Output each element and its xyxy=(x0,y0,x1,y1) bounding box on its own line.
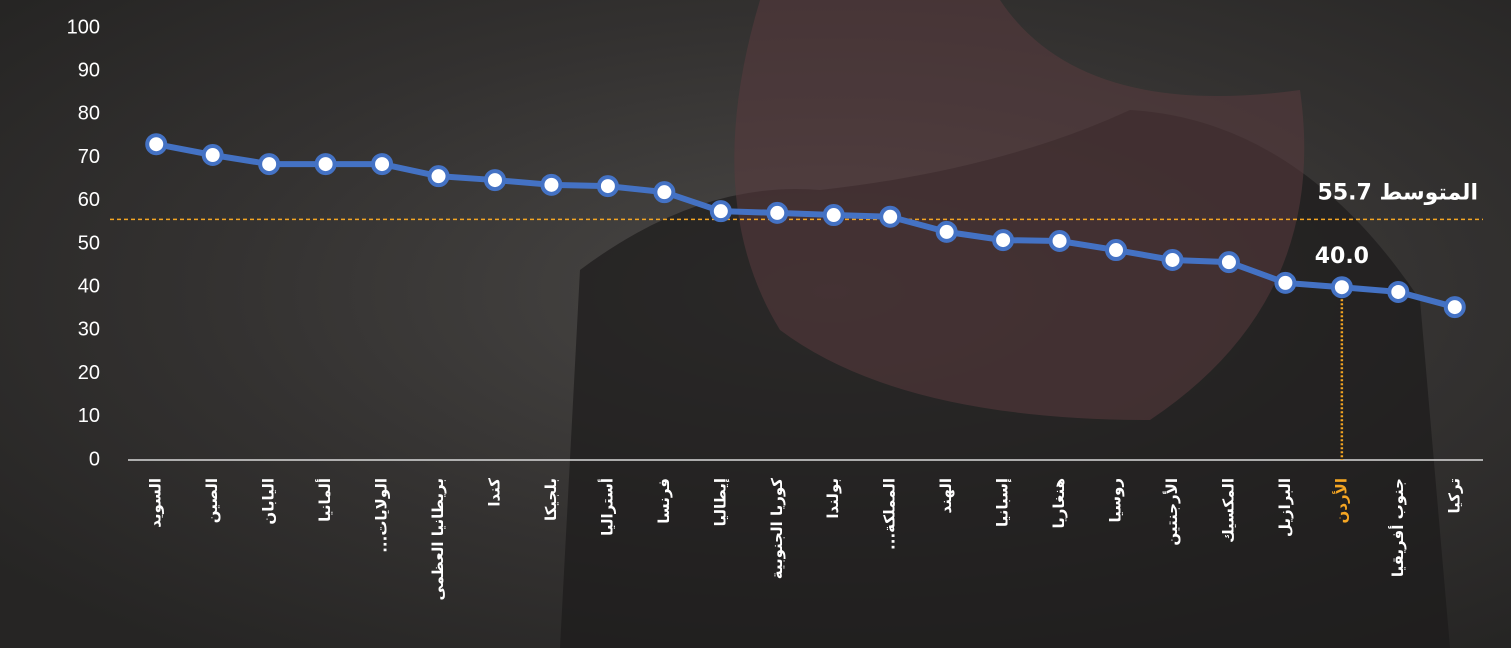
x-tick-label: هنغاريا xyxy=(1050,478,1068,529)
y-tick-label: 20 xyxy=(78,362,100,384)
x-tick-label: الأردن xyxy=(1332,478,1350,523)
x-tick-label: جنوب أفريقيا xyxy=(1388,478,1407,577)
data-point xyxy=(1048,229,1071,252)
average-label: المتوسط 55.7 xyxy=(1318,180,1478,205)
x-tick-label: إسبانيا xyxy=(994,478,1012,527)
x-tick-label: ألمانيا xyxy=(315,478,334,522)
x-tick-label: كوريا الجنوبية xyxy=(768,478,786,579)
y-tick-label: 30 xyxy=(78,319,100,341)
data-point xyxy=(483,169,506,192)
data-point xyxy=(935,220,958,243)
y-tick-label: 70 xyxy=(78,146,100,168)
x-tick-label: الهند xyxy=(937,478,955,513)
data-point xyxy=(596,175,619,198)
data-point xyxy=(1387,280,1410,303)
data-point xyxy=(201,144,224,167)
x-tick-label: البرازيل xyxy=(1276,478,1294,537)
y-tick-label: 40 xyxy=(78,275,100,297)
y-tick-label: 0 xyxy=(89,448,100,470)
y-tick-label: 80 xyxy=(78,103,100,125)
x-tick-label: بلجيكا xyxy=(542,478,560,521)
x-tick-label: السويد xyxy=(147,478,165,528)
data-point xyxy=(258,153,281,176)
x-tick-label: إيطاليا xyxy=(711,478,729,526)
x-tick-label: المملكة... xyxy=(881,478,899,550)
x-tick-label: المكسيك xyxy=(1219,478,1237,543)
data-point xyxy=(427,165,450,188)
data-point xyxy=(540,173,563,196)
data-point xyxy=(314,153,337,176)
data-point xyxy=(653,181,676,204)
y-tick-label: 60 xyxy=(78,189,100,211)
x-tick-label: اليابان xyxy=(260,478,278,525)
x-tick-label: فرنسا xyxy=(655,478,673,524)
data-point xyxy=(992,229,1015,252)
x-tick-label: الولايات... xyxy=(373,478,391,553)
x-tick-label: بولندا xyxy=(824,478,842,519)
data-point xyxy=(709,200,732,223)
x-tick-label: روسيا xyxy=(1107,478,1125,522)
x-tick-label: الأرجنتين xyxy=(1163,478,1181,546)
x-tick-label: بريطانيا العظمى xyxy=(429,478,447,601)
x-tick-label: تركيا xyxy=(1445,478,1463,513)
data-point xyxy=(879,205,902,228)
y-tick-label: 10 xyxy=(78,405,100,427)
data-point xyxy=(1105,239,1128,262)
x-tick-label: الصين xyxy=(203,478,221,523)
y-tick-label: 90 xyxy=(78,59,100,81)
data-point xyxy=(822,204,845,227)
data-point xyxy=(1330,276,1353,299)
data-point xyxy=(145,133,168,156)
x-tick-label: كندا xyxy=(485,478,503,507)
data-point xyxy=(1274,271,1297,294)
y-tick-label: 50 xyxy=(78,232,100,254)
data-point xyxy=(1217,251,1240,274)
y-tick-label: 100 xyxy=(67,16,100,38)
data-point xyxy=(371,153,394,176)
data-point xyxy=(1443,296,1466,319)
data-point xyxy=(1161,248,1184,271)
background-scarf xyxy=(734,0,1305,420)
x-tick-label: أستراليا xyxy=(597,478,616,536)
data-point xyxy=(766,201,789,224)
data-label: 40.0 xyxy=(1315,244,1369,269)
